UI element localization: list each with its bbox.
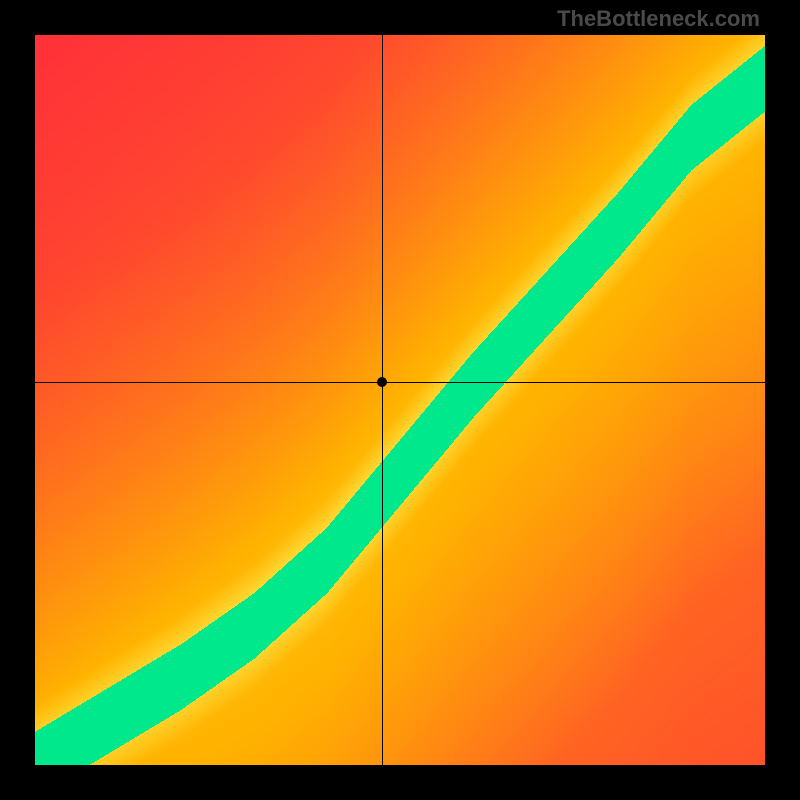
crosshair-vertical: [382, 35, 383, 765]
heatmap-canvas: [35, 35, 765, 765]
crosshair-horizontal: [35, 382, 765, 383]
selected-point-marker: [377, 377, 387, 387]
bottleneck-heatmap: [35, 35, 765, 765]
watermark-text: TheBottleneck.com: [557, 6, 760, 32]
